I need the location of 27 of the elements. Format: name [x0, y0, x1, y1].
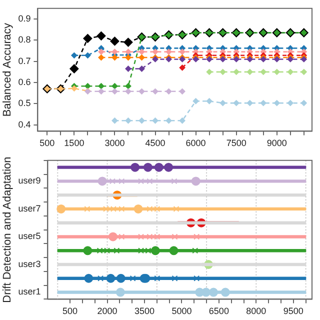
- x-tick-label: 6000: [186, 138, 206, 148]
- x-tick-label: 9500: [283, 306, 304, 316]
- y-tick-label: 0.4: [18, 119, 31, 130]
- x-tick-label: 9000: [266, 138, 287, 148]
- x-tick-label: 4500: [145, 138, 166, 148]
- y-axis-title: Drift Detection and Adaptation: [2, 156, 14, 303]
- y-tick-label: user3: [18, 258, 41, 269]
- y-tick-label: 0.5: [18, 98, 31, 108]
- x-tick-label: 7500: [226, 138, 246, 148]
- y-tick-label: user5: [18, 231, 41, 242]
- x-tick-label: 6500: [208, 306, 229, 316]
- x-tick-label: 8000: [246, 306, 266, 316]
- x-tick-label: 3500: [134, 306, 155, 316]
- x-tick-label: 5000: [172, 306, 192, 316]
- y-tick-label: 0.9: [18, 13, 31, 24]
- x-tick-label: 1500: [64, 138, 84, 148]
- x-tick-label: 2000: [97, 306, 118, 316]
- y-tick-label: 0.7: [18, 56, 31, 66]
- y-tick-label: 0.8: [18, 34, 31, 45]
- y-tick-label: user9: [18, 176, 41, 186]
- y-tick-label: 0.6: [18, 76, 31, 87]
- y-tick-label: user7: [18, 203, 41, 214]
- x-tick-label: 500: [62, 306, 78, 316]
- y-axis-title: Balanced Accuracy: [2, 22, 14, 117]
- y-tick-label: user1: [18, 286, 41, 297]
- x-tick-label: 3000: [104, 138, 125, 148]
- x-tick-label: 500: [40, 138, 55, 148]
